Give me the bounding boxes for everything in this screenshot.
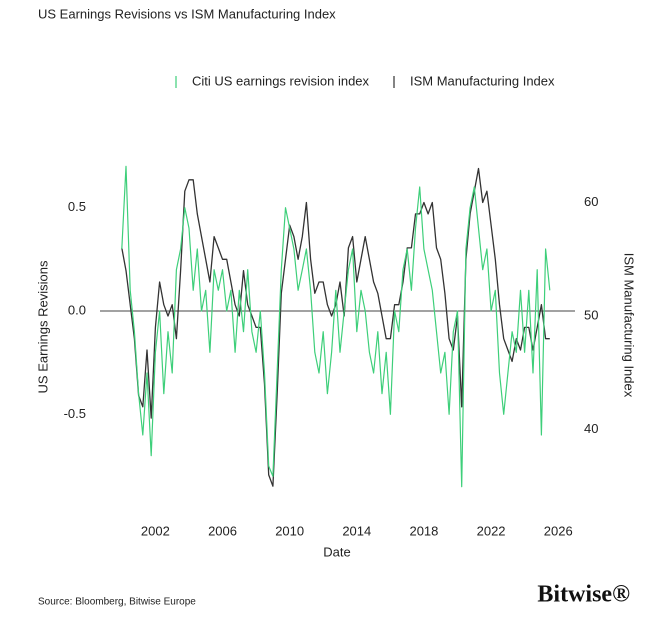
y-tick-label: -0.5 <box>64 406 86 421</box>
source-note: Source: Bloomberg, Bitwise Europe <box>38 597 196 608</box>
legend-label: Citi US earnings revision index <box>192 73 370 88</box>
y-tick-label: 0.5 <box>68 199 86 214</box>
x-tick-label: 2022 <box>477 523 506 538</box>
y2-tick-label: 60 <box>584 194 598 209</box>
series-line <box>121 165 551 488</box>
chart-title: US Earnings Revisions vs ISM Manufacturi… <box>38 6 336 21</box>
y-tick-label: 0.0 <box>68 302 86 317</box>
y2-tick-label: 40 <box>584 421 598 436</box>
x-tick-label: 2018 <box>409 523 438 538</box>
x-tick-label: 2026 <box>544 523 573 538</box>
y2-axis-label: ISM Manufacturing Index <box>622 253 637 398</box>
x-tick-label: 2010 <box>275 523 304 538</box>
brand-logo: Bitwise® <box>537 582 630 608</box>
x-tick-label: 2006 <box>208 523 237 538</box>
x-tick-label: 2014 <box>342 523 371 538</box>
x-axis-label: Date <box>323 544 350 559</box>
legend-label: ISM Manufacturing Index <box>410 73 555 88</box>
x-tick-label: 2002 <box>141 523 170 538</box>
y2-tick-label: 50 <box>584 307 598 322</box>
series-line <box>121 167 550 487</box>
y-axis-label: US Earnings Revisions <box>35 260 50 393</box>
